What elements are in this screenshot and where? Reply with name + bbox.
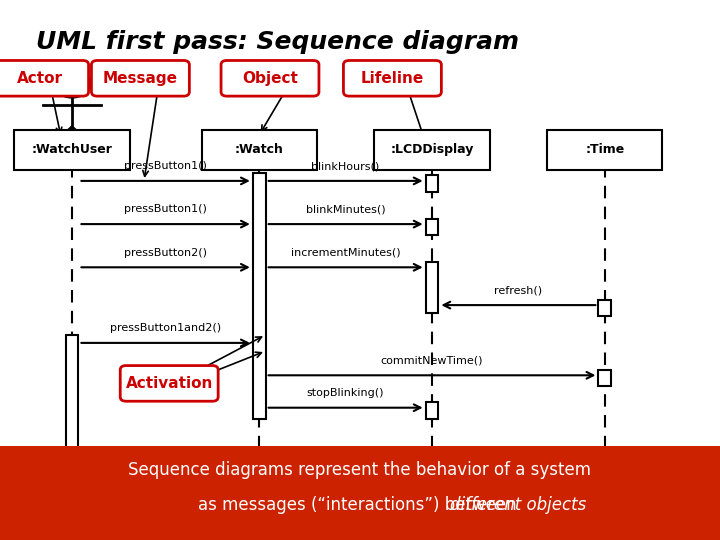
FancyBboxPatch shape (221, 60, 319, 96)
Text: incrementMinutes(): incrementMinutes() (291, 247, 400, 258)
FancyBboxPatch shape (374, 130, 490, 170)
FancyBboxPatch shape (0, 60, 89, 96)
Text: pressButton2(): pressButton2() (124, 247, 207, 258)
Text: :Time: :Time (585, 143, 624, 156)
Bar (253, 173, 266, 418)
Text: blinkHours(): blinkHours() (312, 161, 379, 171)
Text: Actor: Actor (17, 71, 63, 86)
Bar (426, 402, 438, 418)
Text: commitNewTime(): commitNewTime() (381, 355, 483, 366)
Text: Message: Message (103, 71, 178, 86)
FancyBboxPatch shape (120, 366, 218, 401)
Text: :LCDDisplay: :LCDDisplay (390, 143, 474, 156)
Text: Object: Object (242, 71, 298, 86)
Text: Sequence diagrams represent the behavior of a system: Sequence diagrams represent the behavior… (128, 461, 592, 479)
Text: pressButton1(): pressButton1() (124, 204, 207, 214)
Text: :Watch: :Watch (235, 143, 284, 156)
FancyBboxPatch shape (547, 130, 662, 170)
Bar (426, 262, 438, 313)
Text: stopBlinking(): stopBlinking() (307, 388, 384, 398)
Text: pressButton1and2(): pressButton1and2() (110, 323, 221, 333)
FancyBboxPatch shape (343, 60, 441, 96)
Text: as messages (“interactions”) between: as messages (“interactions”) between (198, 496, 522, 514)
Text: pressButton1(): pressButton1() (124, 161, 207, 171)
Bar (598, 300, 611, 316)
Text: UML first pass: Sequence diagram: UML first pass: Sequence diagram (36, 30, 519, 53)
Text: blinkMinutes(): blinkMinutes() (306, 204, 385, 214)
Text: refresh(): refresh() (495, 285, 542, 295)
Bar (66, 335, 78, 456)
Bar (426, 176, 438, 192)
Bar (598, 370, 611, 386)
Bar (426, 219, 438, 235)
Bar (0, 446, 720, 540)
FancyBboxPatch shape (14, 130, 130, 170)
Text: :WatchUser: :WatchUser (32, 143, 112, 156)
Text: Activation: Activation (125, 376, 213, 391)
Text: different objects: different objects (450, 496, 587, 514)
FancyBboxPatch shape (202, 130, 317, 170)
Text: Lifeline: Lifeline (361, 71, 424, 86)
FancyBboxPatch shape (91, 60, 189, 96)
